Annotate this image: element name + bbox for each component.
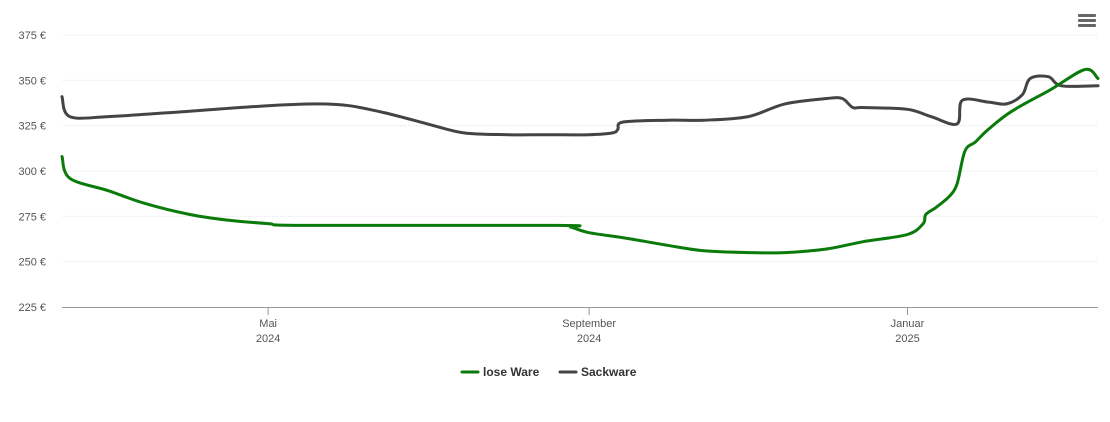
x-tick-label-year: 2024 bbox=[256, 333, 280, 345]
legend-label: Sackware bbox=[581, 365, 637, 379]
series-line-sackware[interactable] bbox=[60, 74, 1100, 137]
grid-lines bbox=[62, 34, 1098, 263]
x-tick-label-month: September bbox=[562, 318, 616, 330]
legend-item-lose-ware[interactable]: lose Ware bbox=[460, 365, 540, 379]
legend: lose Ware Sackware bbox=[460, 365, 637, 379]
legend-label: lose Ware bbox=[483, 365, 540, 379]
x-tick-label-year: 2025 bbox=[895, 333, 919, 345]
y-tick-label: 225 € bbox=[18, 302, 46, 314]
series-line-lose-ware[interactable] bbox=[60, 67, 1100, 255]
y-tick-label: 275 € bbox=[18, 211, 46, 223]
y-tick-label: 250 € bbox=[18, 257, 46, 269]
y-tick-label: 300 € bbox=[18, 166, 46, 178]
hamburger-menu-icon[interactable] bbox=[1076, 12, 1098, 32]
x-tick-label-month: Januar bbox=[891, 318, 925, 330]
y-axis: 375 € 350 € 325 € 300 € 275 € 250 € 225 € bbox=[18, 30, 46, 314]
y-tick-label: 325 € bbox=[18, 121, 46, 133]
x-tick-label-month: Mai bbox=[259, 318, 277, 330]
y-tick-label: 350 € bbox=[18, 75, 46, 87]
legend-item-sackware[interactable]: Sackware bbox=[558, 365, 637, 379]
y-tick-label: 375 € bbox=[18, 30, 46, 42]
x-tick-label-year: 2024 bbox=[577, 333, 601, 345]
series-lines bbox=[60, 67, 1100, 255]
x-axis: Mai 2024 September 2024 Januar 2025 bbox=[256, 307, 925, 345]
